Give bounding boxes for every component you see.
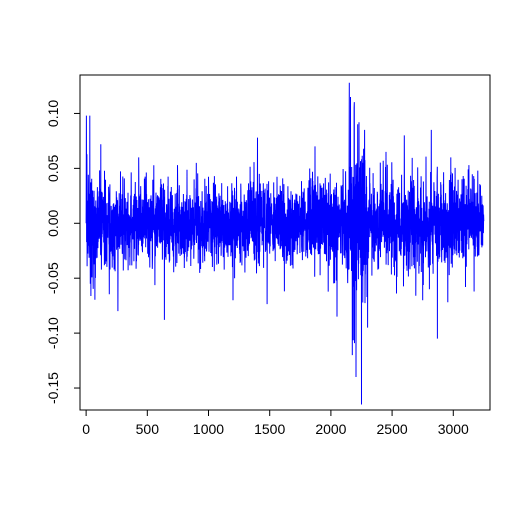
y-tick-label: -0.15 — [45, 372, 61, 404]
y-tick-label: 0.00 — [45, 209, 61, 236]
y-tick-label: 0.10 — [45, 100, 61, 127]
y-tick-label: -0.05 — [45, 262, 61, 294]
x-tick-label: 3000 — [438, 421, 469, 437]
x-tick-label: 500 — [136, 421, 160, 437]
series-line — [86, 83, 484, 405]
x-axis: 0 500 1000 1500 2000 2500 3000 — [82, 410, 469, 437]
y-axis: -0.15 -0.10 -0.05 0.00 0.05 0.10 — [45, 100, 80, 404]
x-tick-label: 2500 — [377, 421, 408, 437]
chart-svg: 0 500 1000 1500 2000 2500 3000 -0.15 -0.10 -0.05 0… — [0, 0, 518, 517]
x-tick-label: 2000 — [315, 421, 346, 437]
y-tick-label: 0.05 — [45, 155, 61, 182]
x-tick-label: 1000 — [193, 421, 224, 437]
x-tick-label: 1500 — [254, 421, 285, 437]
x-tick-label: 0 — [82, 421, 90, 437]
timeseries-chart: 0 500 1000 1500 2000 2500 3000 -0.15 -0.10 -0.05 0… — [0, 0, 518, 517]
y-tick-label: -0.10 — [45, 317, 61, 349]
